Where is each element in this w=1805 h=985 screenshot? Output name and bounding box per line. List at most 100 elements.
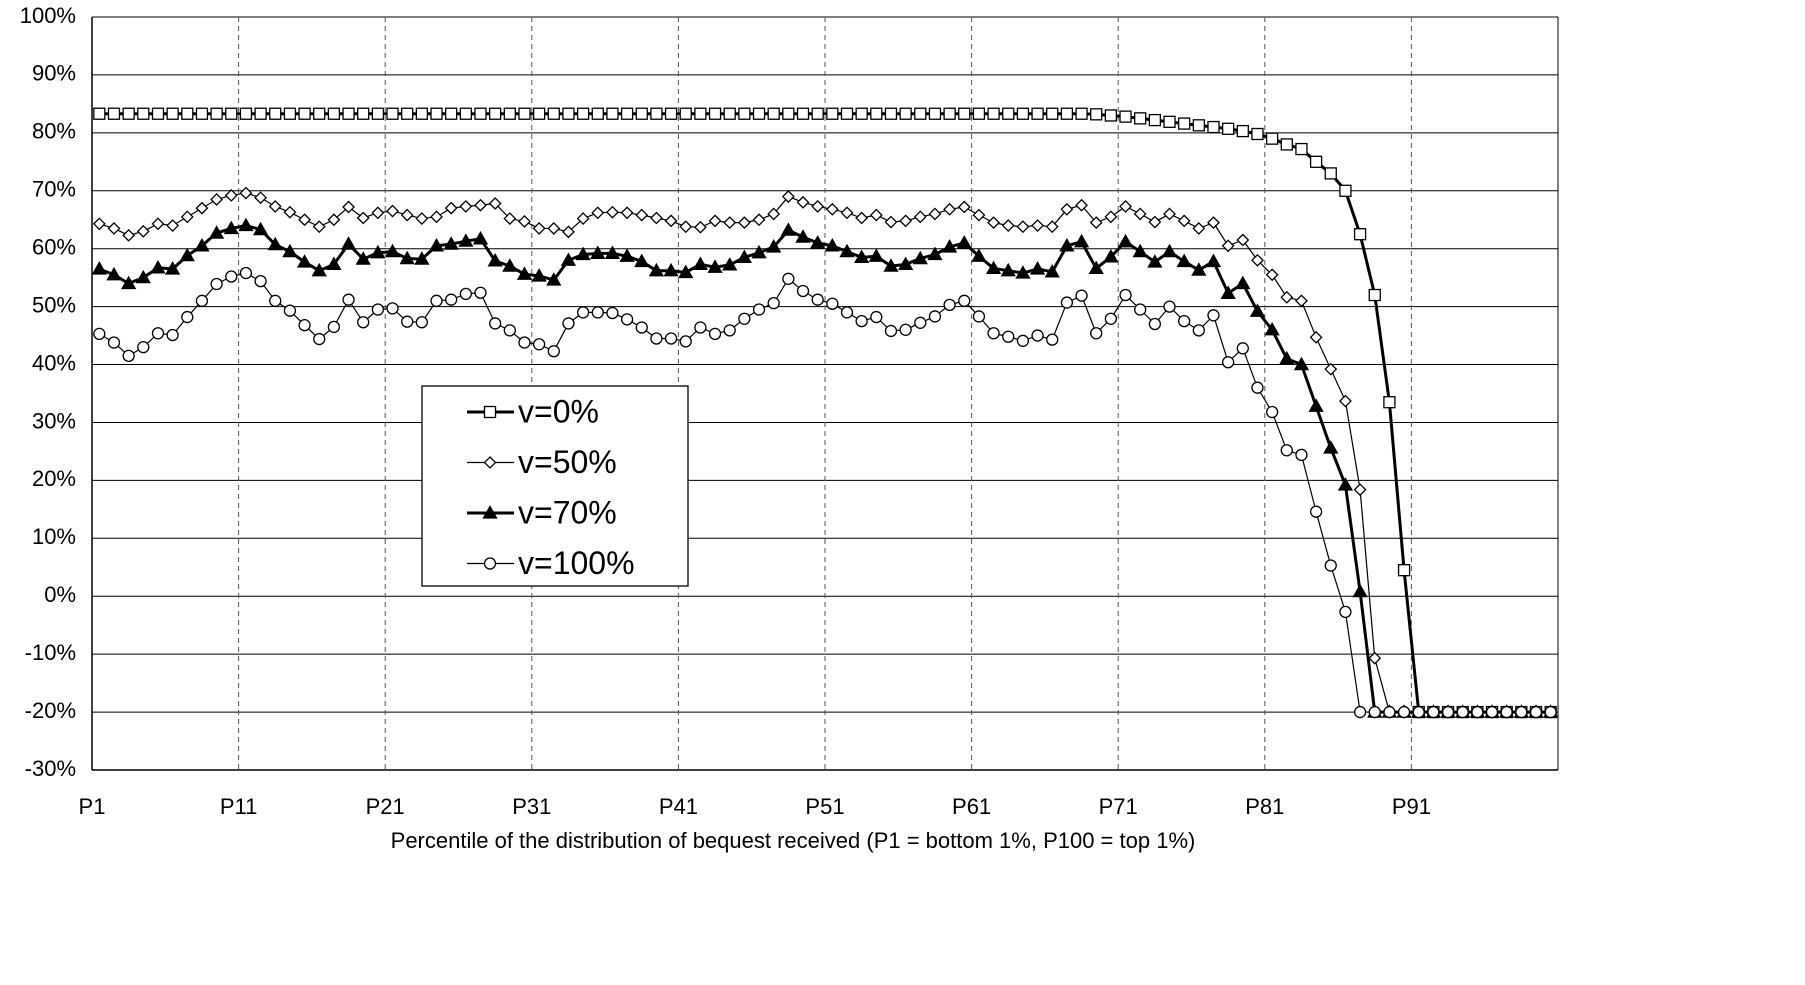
series-line — [99, 112, 1551, 714]
marker — [401, 107, 414, 120]
marker — [1090, 327, 1103, 340]
marker — [693, 220, 707, 234]
marker — [723, 324, 736, 337]
marker — [415, 316, 429, 329]
marker — [459, 199, 473, 213]
marker — [884, 215, 898, 229]
marker — [267, 236, 283, 251]
marker — [547, 221, 561, 235]
marker — [239, 266, 253, 280]
marker — [195, 294, 209, 307]
marker — [1177, 214, 1191, 228]
marker — [694, 321, 707, 334]
marker — [208, 225, 225, 239]
marker — [1279, 350, 1295, 365]
marker — [430, 107, 443, 120]
marker — [210, 277, 223, 291]
marker — [1148, 317, 1161, 331]
marker — [692, 256, 709, 270]
marker — [562, 225, 575, 239]
marker — [736, 249, 752, 264]
marker — [355, 251, 371, 265]
marker — [502, 258, 518, 272]
marker — [943, 202, 957, 216]
marker — [634, 253, 650, 268]
marker — [312, 220, 326, 234]
marker — [1515, 705, 1528, 719]
y-tick-label: 30% — [32, 408, 76, 433]
marker — [503, 212, 517, 225]
marker — [399, 250, 415, 265]
marker — [1192, 119, 1205, 132]
marker — [122, 228, 136, 242]
marker — [1117, 233, 1134, 248]
marker — [518, 107, 531, 120]
marker — [296, 254, 313, 268]
marker — [1265, 268, 1279, 282]
marker — [1309, 155, 1323, 168]
marker — [1251, 127, 1264, 141]
y-tick-label: 20% — [32, 466, 76, 491]
marker — [137, 341, 150, 354]
marker — [313, 107, 326, 120]
marker — [943, 107, 956, 120]
marker — [972, 208, 986, 222]
marker — [151, 327, 165, 340]
marker — [342, 200, 355, 214]
marker — [650, 107, 663, 120]
marker — [225, 270, 238, 283]
y-tick-label: 100% — [20, 3, 76, 28]
marker — [767, 107, 780, 120]
marker — [1192, 221, 1206, 235]
marker — [1280, 138, 1293, 151]
marker — [941, 239, 958, 253]
marker — [107, 107, 121, 120]
marker — [1060, 202, 1074, 216]
marker — [839, 243, 855, 258]
marker — [840, 107, 854, 120]
marker — [1191, 262, 1207, 276]
marker — [928, 207, 942, 221]
marker — [532, 221, 546, 235]
marker — [649, 211, 663, 225]
marker — [342, 107, 355, 120]
marker — [223, 220, 239, 235]
legend-label: v=100% — [518, 545, 635, 581]
marker — [415, 107, 429, 120]
marker — [370, 244, 386, 259]
marker — [1046, 107, 1059, 120]
marker — [136, 224, 150, 238]
marker — [384, 243, 401, 258]
marker — [137, 107, 150, 120]
marker — [1031, 107, 1044, 120]
marker — [283, 304, 297, 317]
marker — [1295, 142, 1308, 156]
marker — [194, 237, 210, 252]
marker — [751, 244, 767, 259]
marker — [414, 251, 430, 265]
marker — [269, 107, 282, 120]
x-tick-label: P51 — [805, 794, 844, 819]
marker — [1441, 705, 1455, 719]
marker — [796, 195, 810, 209]
marker — [254, 191, 268, 205]
marker — [1103, 248, 1119, 263]
marker — [180, 210, 194, 224]
marker — [927, 246, 943, 261]
x-tick-label: P91 — [1392, 794, 1431, 819]
marker — [928, 107, 942, 120]
marker — [708, 327, 722, 340]
marker — [1178, 117, 1191, 130]
marker — [1456, 705, 1469, 719]
marker — [824, 237, 840, 252]
marker — [722, 257, 738, 271]
x-tick-label: P11 — [220, 794, 258, 819]
marker — [810, 235, 826, 249]
marker — [606, 306, 619, 320]
marker — [166, 219, 180, 232]
marker — [165, 261, 181, 275]
marker — [1090, 108, 1103, 121]
marker — [298, 213, 311, 227]
marker — [811, 199, 825, 213]
marker — [723, 216, 737, 230]
